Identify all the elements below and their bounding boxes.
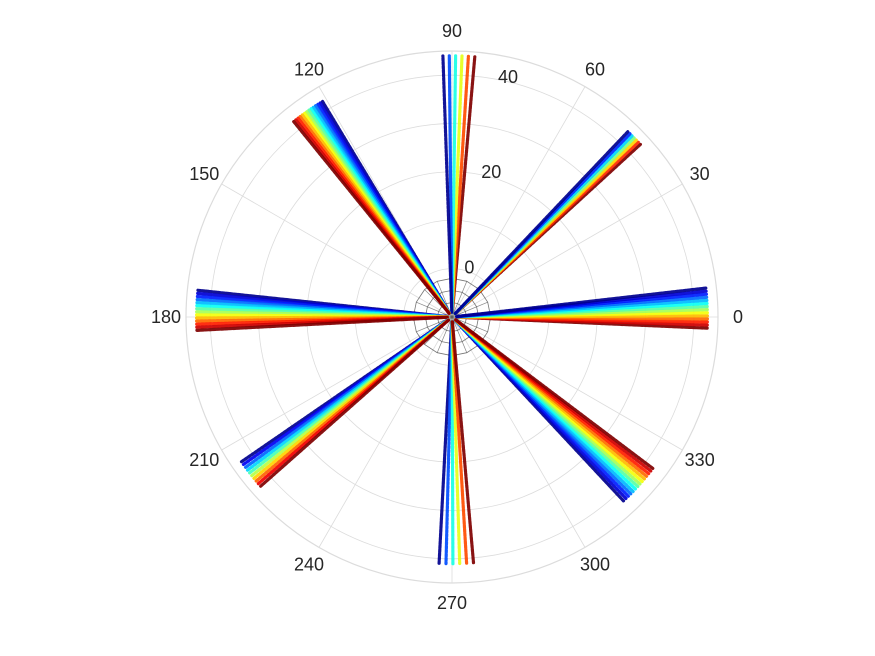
data-ray bbox=[454, 318, 655, 470]
data-ray bbox=[450, 320, 476, 565]
tick-labels: 0 30 60 90 120 150 180 210 240 270 300 330 0 20 40 bbox=[151, 21, 743, 613]
ray-group bbox=[194, 288, 449, 332]
theta-tick-label: 270 bbox=[437, 593, 467, 613]
grid-spoke bbox=[451, 86, 586, 318]
theta-tick-label: 150 bbox=[189, 164, 219, 184]
theta-tick-label: 60 bbox=[585, 59, 605, 79]
web-spoke bbox=[451, 316, 468, 353]
web-spoke bbox=[451, 301, 488, 318]
data-ray bbox=[441, 54, 454, 314]
theta-tick-label: 180 bbox=[151, 307, 181, 327]
data-ray bbox=[292, 119, 451, 315]
ray-group bbox=[437, 320, 476, 566]
theta-tick-label: 300 bbox=[580, 555, 610, 575]
data-ray bbox=[453, 129, 631, 316]
theta-tick-label: 120 bbox=[294, 59, 324, 79]
web-spoke bbox=[416, 301, 453, 318]
grid-spoke bbox=[221, 316, 453, 451]
theta-tick-label: 240 bbox=[294, 555, 324, 575]
r-tick-label: 20 bbox=[481, 162, 501, 182]
web-spoke bbox=[451, 281, 468, 318]
theta-tick-label: 0 bbox=[733, 307, 743, 327]
data-ray bbox=[455, 286, 709, 319]
ray-group bbox=[292, 99, 452, 315]
ray-group bbox=[239, 318, 450, 489]
theta-tick-label: 90 bbox=[442, 21, 462, 41]
r-tick-label: 40 bbox=[498, 67, 518, 87]
grid-spoke bbox=[451, 316, 683, 451]
data-ray bbox=[194, 315, 449, 332]
theta-tick-label: 30 bbox=[690, 164, 710, 184]
web-spoke bbox=[436, 316, 453, 353]
grid-spoke bbox=[451, 183, 683, 318]
ray-group bbox=[455, 286, 710, 330]
ray-group bbox=[453, 129, 643, 316]
grid-spoke bbox=[318, 316, 453, 548]
ray-group bbox=[453, 318, 655, 503]
grid-spoke bbox=[221, 183, 453, 318]
r-tick-label: 0 bbox=[464, 257, 474, 277]
data-series bbox=[194, 54, 710, 566]
theta-tick-label: 210 bbox=[189, 450, 219, 470]
data-ray bbox=[258, 318, 450, 489]
grid-spoke bbox=[451, 316, 586, 548]
ray-group bbox=[441, 54, 477, 314]
theta-tick-label: 330 bbox=[685, 450, 715, 470]
